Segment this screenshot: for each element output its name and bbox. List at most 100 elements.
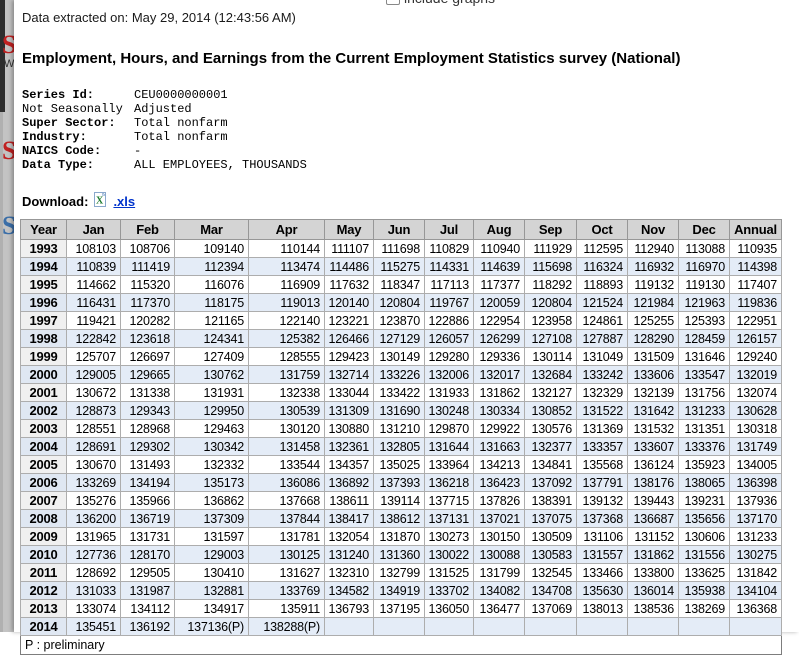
data-cell: 132799: [373, 563, 425, 582]
table-footnote-row: P : preliminary: [20, 635, 782, 655]
data-cell: 116970: [678, 257, 730, 276]
data-cell: 110839: [66, 257, 121, 276]
series-info-value: -: [134, 144, 142, 158]
data-cell: 139132: [576, 491, 628, 510]
data-cell: 133422: [373, 383, 425, 402]
include-graphs-checkbox[interactable]: [386, 0, 400, 5]
window-edge: [0, 0, 5, 112]
data-cell: 120140: [324, 293, 374, 312]
data-cell: 128691: [66, 437, 121, 456]
data-cell: 131965: [66, 527, 121, 546]
series-info-row: Series Id: CEU0000000001: [22, 88, 799, 102]
data-cell: 132054: [324, 527, 374, 546]
data-cell: 129463: [174, 419, 249, 438]
year-cell: 1993: [20, 239, 67, 258]
data-cell: 131509: [627, 347, 679, 366]
data-cell: 131862: [627, 545, 679, 564]
data-cell: 132127: [524, 383, 577, 402]
data-cell: 131987: [120, 581, 175, 600]
data-cell: 114662: [66, 275, 121, 294]
data-cell: 126466: [324, 329, 374, 348]
data-cell: 132881: [174, 581, 249, 600]
data-cell: 131240: [324, 545, 374, 564]
data-cell: 130509: [524, 527, 577, 546]
data-cell: 118292: [524, 275, 577, 294]
series-info-row: Data Type: ALL EMPLOYEES, THOUSANDS: [22, 158, 799, 172]
data-cell: 111698: [373, 239, 425, 258]
data-cell: 135966: [120, 491, 175, 510]
data-cell: 129343: [120, 401, 175, 420]
data-cell: [424, 617, 474, 636]
data-cell: 136200: [66, 509, 121, 528]
table-row-2002: 2002 128873 129343 129950 130539 131309 131690…: [20, 401, 782, 420]
data-cell: 131522: [576, 401, 628, 420]
year-cell: 2009: [20, 527, 67, 546]
data-cell: 122140: [248, 311, 325, 330]
year-cell: 2008: [20, 509, 67, 528]
data-cell: 125393: [678, 311, 730, 330]
data-cell: 137131: [424, 509, 474, 528]
data-cell: 120059: [473, 293, 525, 312]
data-cell: 131690: [373, 401, 425, 420]
column-header-jan: Jan: [66, 219, 121, 240]
data-cell: 130149: [373, 347, 425, 366]
data-cell: 133466: [576, 563, 628, 582]
data-cell: 138611: [324, 491, 374, 510]
table-row-1998: 1998 122842 123618 124341 125382 126466 127129…: [20, 329, 782, 348]
data-cell: 114486: [324, 257, 374, 276]
data-cell: 134104: [729, 581, 782, 600]
data-cell: 137844: [248, 509, 325, 528]
data-cell: 110829: [424, 239, 474, 258]
column-header-mar: Mar: [174, 219, 249, 240]
table-row-2004: 2004 128691 129302 130342 131458 132361 132805…: [20, 437, 782, 456]
data-cell: 128551: [66, 419, 121, 438]
data-cell: 136862: [174, 491, 249, 510]
scrollbar-track: [0, 112, 3, 632]
data-cell: 136687: [627, 509, 679, 528]
data-cell: 129336: [473, 347, 525, 366]
data-cell: 126057: [424, 329, 474, 348]
data-cell: 136124: [627, 455, 679, 474]
data-cell: 130880: [324, 419, 374, 438]
data-cell: 118175: [174, 293, 249, 312]
data-cell: 132139: [627, 383, 679, 402]
data-cell: 137936: [729, 491, 782, 510]
data-cell: 131233: [678, 401, 730, 420]
data-cell: 131233: [729, 527, 782, 546]
table-row-2001: 2001 130672 131338 131931 132338 133044 133422…: [20, 383, 782, 402]
clipped-text-fragment: W: [4, 58, 15, 70]
data-cell: 114331: [424, 257, 474, 276]
data-cell: 119130: [678, 275, 730, 294]
data-cell: 130022: [424, 545, 474, 564]
table-row-2009: 2009 131965 131731 131597 131781 132054 131870…: [20, 527, 782, 546]
data-cell: 136192: [120, 617, 175, 636]
table-row-2000: 2000 129005 129665 130762 131759 132714 133226…: [20, 365, 782, 384]
data-cell: 135911: [248, 599, 325, 618]
series-info-value: CEU0000000001: [134, 88, 228, 102]
data-cell: 119132: [627, 275, 679, 294]
data-cell: 125382: [248, 329, 325, 348]
series-info-label: Not Seasonally: [22, 102, 123, 116]
data-cell: 112940: [627, 239, 679, 258]
data-cell: 111107: [324, 239, 374, 258]
column-header-sep: Sep: [524, 219, 577, 240]
include-graphs-option[interactable]: include graphs: [386, 0, 495, 6]
data-cell: 127129: [373, 329, 425, 348]
data-cell: 133964: [424, 455, 474, 474]
excel-icon: X: [93, 191, 108, 210]
table-row-2003: 2003 128551 128968 129463 130120 130880 131210…: [20, 419, 782, 438]
data-cell: 129870: [424, 419, 474, 438]
series-info-label: Data Type:: [22, 158, 95, 172]
year-cell: 2000: [20, 365, 67, 384]
year-cell: 1994: [20, 257, 67, 276]
preliminary-footnote: P : preliminary: [20, 635, 782, 655]
data-cell: 137309: [174, 509, 249, 528]
data-cell: 122951: [729, 311, 782, 330]
table-header-row: Year Jan Feb Mar Apr May Jun Jul Aug Sep Oct Nov Dec…: [20, 219, 782, 240]
column-header-nov: Nov: [627, 219, 679, 240]
data-cell: 131369: [576, 419, 628, 438]
data-cell: 110940: [473, 239, 525, 258]
download-xls-link[interactable]: .xls: [113, 193, 136, 209]
data-cell: 137195: [373, 599, 425, 618]
data-cell: [324, 617, 374, 636]
